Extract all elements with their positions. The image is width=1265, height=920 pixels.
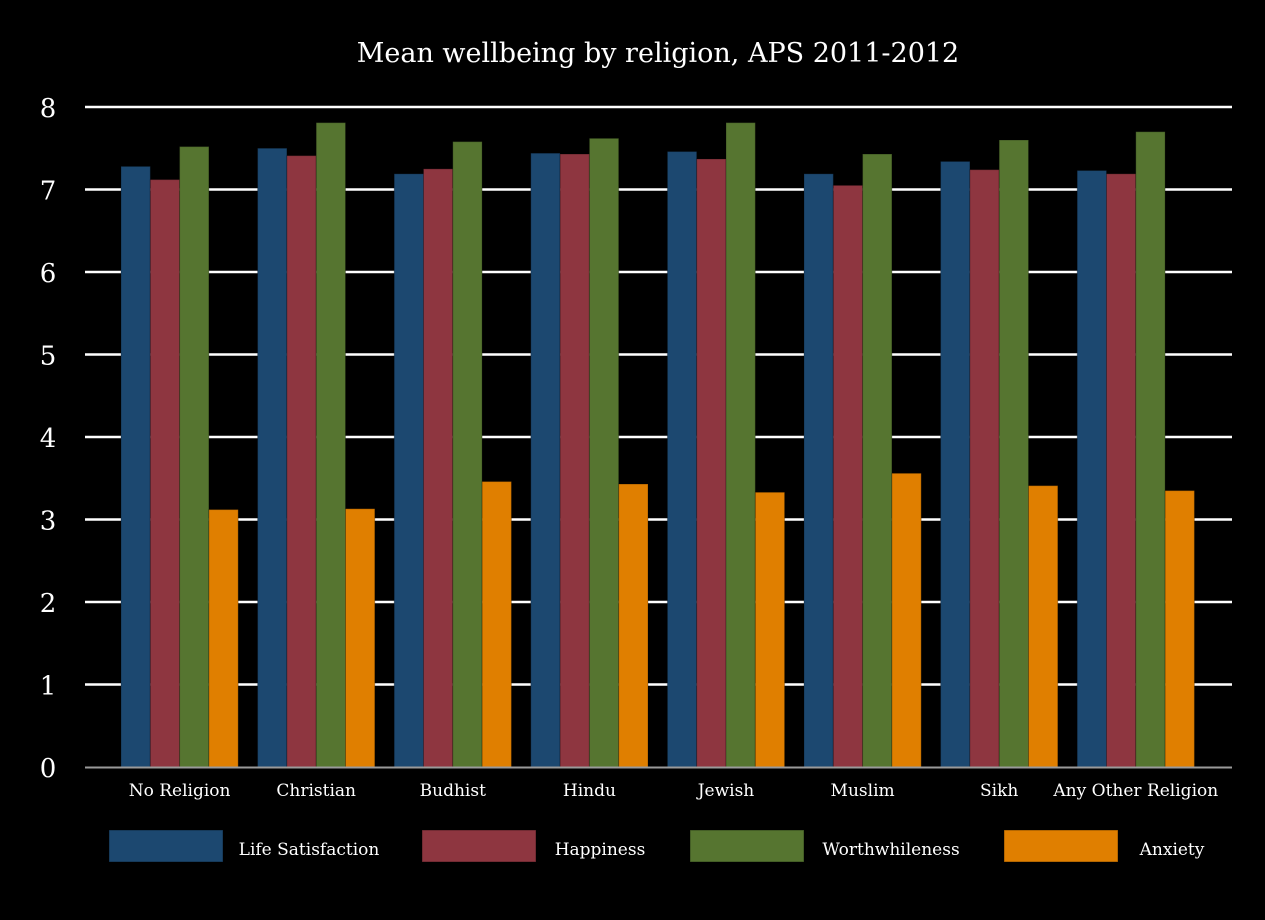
- legend-swatch-worthwhileness: [689, 829, 805, 863]
- bar-anxiety-muslim: [891, 472, 922, 768]
- x-tick-label: Christian: [276, 781, 356, 801]
- bar-life-satisfaction-hindu: [530, 152, 561, 768]
- y-axis-ticks: 0 1 2 3 4 5 6 7 8: [40, 94, 57, 784]
- bar-worthwhileness-muslim: [862, 153, 893, 768]
- bar-anxiety-any-other-religion: [1164, 490, 1195, 768]
- legend-swatch-life-satisfaction: [108, 829, 224, 863]
- x-tick-label: No Religion: [129, 781, 231, 801]
- gridlines: [85, 105, 1232, 686]
- bar-worthwhileness-budhist: [452, 141, 483, 768]
- y-tick-label: 4: [40, 424, 57, 454]
- x-tick-label: Budhist: [420, 781, 486, 801]
- y-tick-label: 7: [40, 177, 57, 207]
- bar-life-satisfaction-any-other-religion: [1076, 170, 1107, 768]
- x-tick-label: Any Other Religion: [1052, 781, 1218, 801]
- bar-happiness-budhist: [423, 168, 454, 768]
- bar-happiness-hindu: [559, 153, 590, 768]
- x-tick-label: Sikh: [980, 781, 1018, 801]
- x-tick-label: Jewish: [696, 781, 755, 801]
- bar-happiness-muslim: [832, 184, 864, 768]
- legend: Life Satisfaction Happiness Worthwhileness…: [108, 829, 1205, 863]
- bar-life-satisfaction-no-religion: [120, 165, 151, 768]
- y-tick-label: 2: [40, 589, 57, 619]
- bar-anxiety-jewish: [754, 491, 786, 768]
- legend-label: Worthwhileness: [822, 840, 959, 860]
- bar-worthwhileness-hindu: [588, 137, 620, 768]
- bar-anxiety-budhist: [481, 481, 512, 768]
- bar-anxiety-sikh: [1028, 485, 1059, 768]
- bar-worthwhileness-jewish: [725, 122, 756, 768]
- bar-worthwhileness-christian: [315, 122, 347, 768]
- legend-swatch-anxiety: [1003, 829, 1119, 863]
- y-tick-label: 5: [40, 342, 57, 372]
- legend-swatch-happiness: [421, 829, 537, 863]
- y-tick-label: 8: [40, 94, 57, 124]
- bar-life-satisfaction-sikh: [940, 160, 971, 768]
- legend-label: Life Satisfaction: [239, 840, 380, 860]
- y-tick-label: 0: [40, 754, 57, 784]
- legend-label: Happiness: [555, 840, 646, 860]
- bar-happiness-christian: [286, 155, 317, 768]
- x-tick-label: Hindu: [563, 781, 616, 801]
- legend-label: Anxiety: [1139, 840, 1205, 860]
- x-axis-ticks: No Religion Christian Budhist Hindu Jewish Mu…: [129, 781, 1219, 801]
- bar-happiness-any-other-religion: [1106, 173, 1137, 768]
- x-tick-label: Muslim: [831, 781, 895, 801]
- y-tick-label: 6: [40, 259, 57, 289]
- chart-title: Mean wellbeing by religion, APS 2011-201…: [357, 38, 960, 69]
- bar-happiness-no-religion: [149, 179, 181, 768]
- bar-life-satisfaction-christian: [257, 147, 288, 768]
- bar-life-satisfaction-jewish: [666, 151, 698, 768]
- bar-worthwhileness-sikh: [998, 139, 1030, 768]
- bars: [120, 122, 1195, 768]
- bar-happiness-jewish: [696, 158, 727, 768]
- bar-anxiety-christian: [345, 508, 376, 768]
- bar-anxiety-hindu: [618, 483, 649, 768]
- bar-happiness-sikh: [969, 169, 1000, 768]
- bar-anxiety-no-religion: [208, 509, 239, 768]
- bar-life-satisfaction-budhist: [393, 173, 425, 768]
- y-tick-label: 1: [40, 672, 57, 702]
- bar-life-satisfaction-muslim: [803, 173, 834, 768]
- y-tick-label: 3: [40, 507, 57, 537]
- bar-worthwhileness-any-other-religion: [1135, 131, 1166, 768]
- bar-worthwhileness-no-religion: [179, 146, 210, 768]
